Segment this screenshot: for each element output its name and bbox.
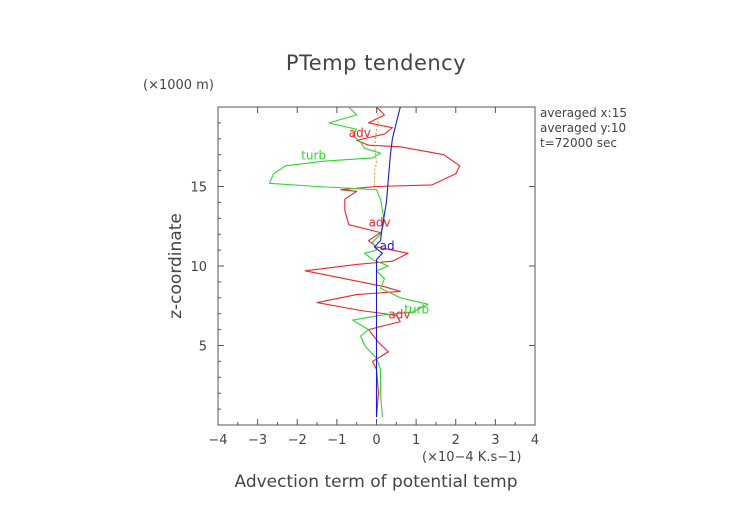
x-axis-title: Advection term of potential temp	[234, 472, 517, 492]
series-line-adv	[304, 106, 461, 418]
x-tick-label: 1	[412, 433, 420, 448]
y-tick-label: 5	[199, 340, 207, 355]
x-tick-label: 4	[531, 433, 539, 448]
series-line-turb	[268, 106, 429, 418]
series-layer	[268, 106, 461, 418]
y-unit-label: (×1000 m)	[143, 78, 214, 93]
chart-title: PTemp tendency	[286, 51, 466, 75]
info-line: t=72000 sec	[540, 136, 617, 150]
info-line: averaged x:15	[540, 106, 627, 120]
curve-label-turb: turb	[301, 148, 326, 162]
series-line-blue	[373, 106, 401, 418]
y-tick-label: 10	[190, 260, 207, 275]
x-tick-label: 2	[452, 433, 460, 448]
axis-ticks: −4 −3 −2 −1 0 1 2 3 4 5 10 15	[190, 107, 539, 448]
info-line: averaged y:10	[540, 121, 626, 135]
y-axis-title: z-coordinate	[166, 213, 186, 319]
curve-label-turb: turb	[404, 303, 429, 317]
series-line-orange	[373, 106, 380, 187]
curve-label-adv: adv	[369, 215, 391, 229]
x-tick-label: 3	[491, 433, 499, 448]
x-tick-label: −4	[208, 433, 227, 448]
x-tick-label: −3	[248, 433, 267, 448]
curve-label-adv: adv	[349, 126, 371, 140]
x-unit-label: (×10−4 K.s−1)	[422, 450, 521, 465]
curve-label-adv: adv	[388, 307, 410, 321]
x-tick-label: 0	[372, 433, 380, 448]
x-tick-label: −1	[327, 433, 346, 448]
x-tick-label: −2	[288, 433, 307, 448]
curve-label-blue: ad	[380, 239, 395, 253]
y-tick-label: 15	[190, 181, 207, 196]
